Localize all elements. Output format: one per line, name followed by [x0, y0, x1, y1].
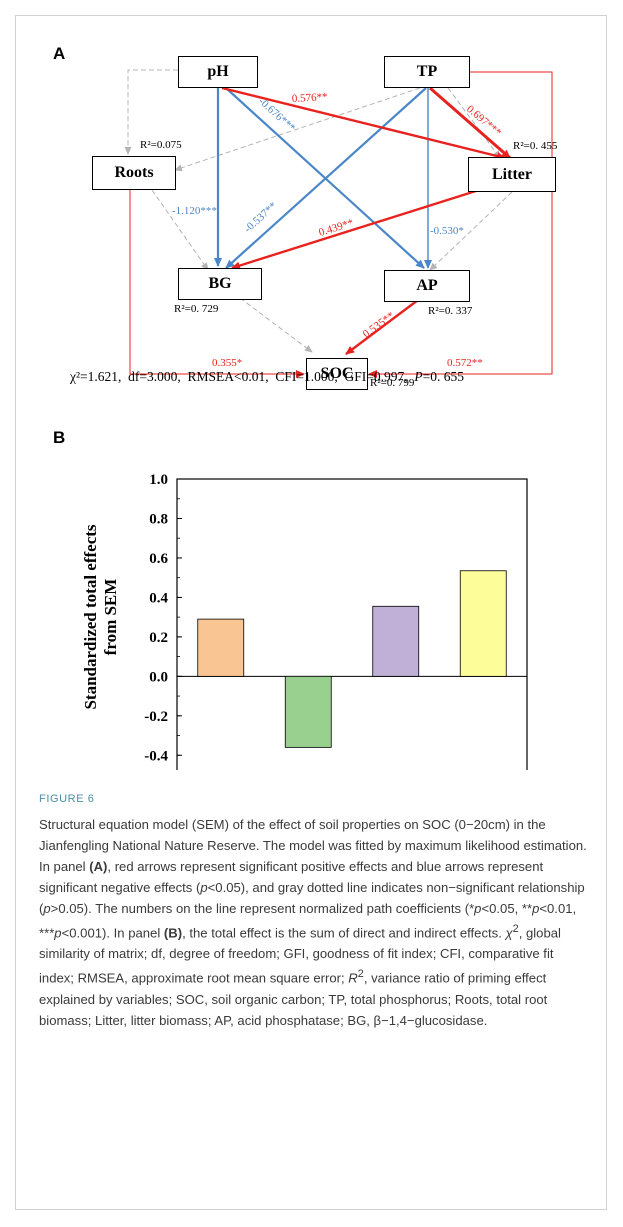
- y-tick-label: 0.0: [149, 669, 168, 685]
- caption-italic-p: p: [200, 880, 208, 895]
- coef-ph-litter: 0.576**: [292, 91, 328, 105]
- fit-p-value: =0. 655: [422, 369, 465, 384]
- y-tick-label: 0.6: [149, 551, 168, 567]
- r2-bg: R²=0. 729: [174, 303, 219, 315]
- node-litter: Litter: [468, 157, 556, 192]
- coef-tp-ap: -0.530*: [430, 225, 464, 237]
- node-soc: SOC: [306, 358, 368, 390]
- y-tick-label: 1.0: [149, 472, 168, 488]
- node-roots: Roots: [92, 156, 176, 190]
- y-tick-label: -0.2: [144, 709, 168, 725]
- r2-roots: R²=0.075: [140, 139, 182, 151]
- y-axis-label-line1: Standardized total effects: [81, 524, 100, 709]
- coef-ph-bg: -1.120***: [172, 205, 217, 217]
- caption-chi-symbol: χ: [505, 925, 513, 941]
- caption-italic-r: R: [348, 970, 358, 986]
- path-tp-roots: [174, 87, 421, 172]
- path-tp-bg: [225, 87, 427, 269]
- path-roots-bg: [151, 189, 209, 271]
- y-tick-label: 0.4: [149, 590, 168, 606]
- y-axis-label-line2: from SEM: [101, 579, 120, 656]
- path-tp-litter-dash: [447, 87, 501, 159]
- fit-df: df=3.000: [128, 369, 178, 384]
- caption-italic-p: p: [43, 901, 51, 916]
- caption-text: Structural equation model (SEM) of the e…: [39, 817, 587, 874]
- fit-rmsea: RMSEA<0.01: [187, 369, 266, 384]
- plot-frame: [176, 478, 528, 770]
- caption-text: >0.05). The numbers on the line represen…: [50, 901, 475, 916]
- coef-roots-soc: 0.355*: [212, 357, 242, 369]
- coef-tp-bg: -0.537**: [242, 200, 279, 235]
- caption-panel-b-ref: (B): [163, 925, 183, 941]
- sem-diagram: 0.576** 0.697*** -0.676*** -1.120*** -0.…: [124, 69, 553, 378]
- bar-ap: [459, 570, 507, 677]
- figure-caption: Structural equation model (SEM) of the e…: [39, 814, 587, 1031]
- caption-italic-p: p: [54, 925, 62, 941]
- bar-ph: [284, 675, 332, 748]
- bar-roots: [372, 605, 420, 677]
- y-tick-label: -0.4: [144, 748, 168, 764]
- caption-text: , red arrows represent significant posit…: [39, 859, 544, 895]
- coef-ap-soc: 0.535**: [361, 310, 397, 341]
- panel-a-label: A: [53, 44, 66, 63]
- coef-tp-soc: 0.572**: [447, 357, 483, 369]
- caption-text: <0.001). In panel: [61, 925, 164, 941]
- path-bg-soc: [239, 297, 313, 353]
- figure-label: FIGURE 6: [39, 793, 95, 805]
- caption-panel-a-ref: (A): [89, 859, 108, 874]
- figure-frame: [15, 15, 607, 1210]
- node-ph: pH: [178, 56, 258, 88]
- caption-text: , the total effect is the sum of direct …: [182, 925, 506, 941]
- path-litter-bg: [231, 182, 499, 270]
- caption-text: <0.05), and gray dotted line indicates n…: [39, 880, 585, 916]
- path-tp-litter: [429, 86, 511, 160]
- r2-litter: R²=0. 455: [513, 140, 558, 152]
- model-fit-indices: χ²=1.621, df=3.000, RMSEA<0.01, CFI=1.00…: [70, 369, 465, 384]
- caption-italic-p: p: [532, 901, 540, 916]
- r2-soc: R²=0. 799: [370, 377, 415, 389]
- bar-tp: [197, 618, 245, 677]
- y-axis-label: Standardized total effects from SEM: [81, 524, 120, 709]
- fit-cfi: CFI=1.000: [275, 369, 335, 384]
- caption-superscript: 2: [357, 968, 364, 981]
- path-tp-soc: [368, 71, 553, 378]
- path-roots-soc: [129, 190, 305, 378]
- total-effects-bar-chart: Standardized total effects from SEM 1.0 0…: [81, 472, 528, 770]
- r2-ap: R²=0. 337: [428, 305, 473, 317]
- node-tp: TP: [384, 56, 470, 88]
- panel-b-label: B: [53, 428, 66, 447]
- caption-text: , global similarity of matrix; df, degre…: [39, 925, 561, 986]
- y-tick-label: 0.2: [149, 630, 168, 646]
- fit-chi: χ²=1.621: [70, 369, 119, 384]
- fit-p-label: P: [414, 369, 423, 384]
- fit-gfi: GFI=0.997: [344, 369, 405, 384]
- node-ap: AP: [384, 270, 470, 302]
- caption-italic-p: p: [474, 901, 482, 916]
- caption-superscript: 2: [512, 923, 519, 935]
- caption-text: , variance ratio of priming effect expla…: [39, 970, 548, 1028]
- path-litter-ap: [429, 191, 513, 271]
- y-tick-label: 0.8: [149, 511, 168, 527]
- node-bg: BG: [178, 268, 262, 300]
- path-ap-soc: [345, 299, 419, 355]
- path-ph-roots: [124, 69, 178, 155]
- caption-text: <0.01, ***: [39, 901, 577, 941]
- caption-text: <0.05, **: [481, 901, 533, 916]
- path-ph-litter: [221, 86, 506, 160]
